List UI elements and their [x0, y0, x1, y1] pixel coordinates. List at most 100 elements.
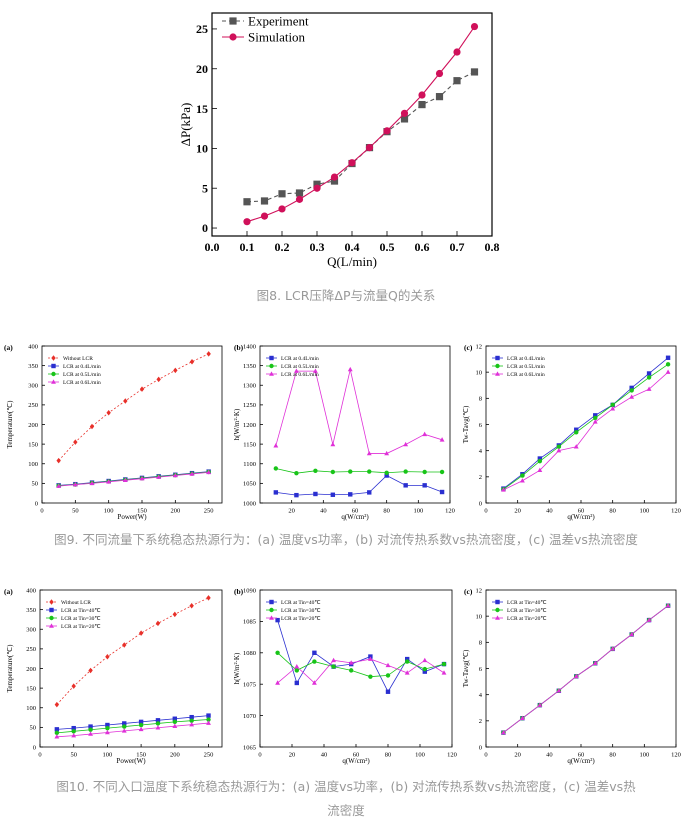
- fig9b-data-point: [367, 469, 372, 474]
- fig9b-y-tick-label: 1400: [243, 343, 256, 350]
- fig8-data-point: [348, 159, 356, 167]
- fig10b-data-point: [312, 659, 317, 664]
- fig10a-data-point: [54, 730, 60, 736]
- fig10a-x-tick-label: 100: [103, 752, 113, 759]
- fig10a-data-point: [71, 725, 76, 731]
- fig10b-x-tick-label: 40: [321, 752, 328, 759]
- fig8-data-point: [295, 195, 304, 203]
- fig9a-panel-label: (a): [4, 343, 13, 352]
- fig10a-legend-label: LCR at Tin=20℃: [61, 624, 101, 630]
- fig10c-data-point: [556, 688, 562, 693]
- fig8-data-point: [243, 198, 251, 206]
- fig8-x-tick-label: 0.8: [485, 240, 500, 254]
- fig9b-data-point: [439, 437, 445, 442]
- fig10a-series-line: [56, 597, 209, 705]
- fig10-panel-b-chart: 0 20 40 60 80 100 120 1065 1070 1075 1080 1085 1090 q…: [233, 587, 457, 765]
- fig10a-legend-marker: [49, 607, 54, 613]
- fig8-legend-marker: [229, 17, 237, 25]
- fig10b-data-point: [441, 661, 447, 667]
- fig9a-series-2: [56, 469, 211, 488]
- fig9b-y-tick-label: 1350: [243, 363, 256, 370]
- fig10a-legend-marker: [49, 615, 54, 621]
- fig10a-data-point: [121, 728, 127, 733]
- fig10a-data-point: [88, 727, 93, 732]
- fig9b-series-1: [273, 466, 445, 476]
- fig8-x-tick-label: 0.7: [450, 240, 465, 254]
- fig9b-data-point: [384, 473, 389, 478]
- fig9c-series-line: [503, 357, 669, 489]
- fig10-panel-c-chart: 0 20 40 60 80 100 120 0 2 4 6 8 10 12 q(W/cm²) Tw-Tavg(…: [462, 587, 681, 765]
- fig9b-data-point: [313, 491, 318, 497]
- fig10b-data-point: [422, 669, 427, 674]
- fig8-x-tick-label: 0.6: [415, 240, 430, 254]
- fig9c-y-tick-label: 2: [479, 474, 482, 481]
- fig10a-y-tick-label: 50: [30, 725, 37, 732]
- fig9a-data-point: [206, 469, 212, 475]
- fig9c-legend-marker: [495, 355, 500, 361]
- fig9b-y-tick-label: 1000: [243, 500, 256, 507]
- fig9a-legend-marker: [51, 355, 56, 361]
- fig9b-data-point: [403, 469, 408, 474]
- fig10b-x-tick-label: 60: [353, 752, 360, 759]
- fig8-legend-marker: [229, 33, 237, 41]
- fig10c-x-tick-label: 40: [546, 752, 553, 759]
- fig8-legend-label: Simulation: [248, 30, 306, 45]
- fig10a-data-point: [88, 724, 93, 729]
- fig9a-series-1: [56, 469, 211, 488]
- fig9b-data-point: [293, 368, 299, 373]
- fig10a-data-point: [155, 620, 161, 627]
- fig8-data-point: [365, 143, 374, 152]
- fig9c-data-point: [574, 427, 579, 432]
- fig10c-y-tick-label: 10: [476, 613, 483, 620]
- fig10a-panel-label: (a): [4, 587, 13, 596]
- fig10a-data-point: [71, 729, 76, 734]
- fig9b-legend-label: LCR at 0.6L/min: [281, 372, 319, 378]
- fig9c-legend-label: LCR at 0.6L/min: [507, 372, 545, 378]
- fig9b-data-point: [367, 490, 372, 495]
- fig9a-x-tick-label: 50: [72, 508, 79, 515]
- fig10a-data-point: [105, 653, 110, 660]
- fig9b-legend-marker: [269, 363, 274, 369]
- fig9c-data-point: [574, 430, 579, 435]
- fig9c-data-point: [610, 402, 615, 408]
- fig10a-data-point: [138, 719, 144, 725]
- fig9a-y-tick-label: 250: [28, 402, 38, 409]
- fig9b-y-tick-label: 1150: [243, 441, 256, 448]
- fig9c-data-point: [520, 473, 525, 478]
- fig9c-y-tick-label: 12: [476, 343, 483, 350]
- fig8-data-point: [418, 100, 426, 109]
- fig10a-data-point: [189, 602, 194, 609]
- fig10b-data-point: [311, 680, 317, 685]
- fig10a-data-point: [189, 714, 194, 720]
- fig10c-x-tick-label: 120: [671, 752, 681, 759]
- fig8-legend-label: Experiment: [248, 14, 309, 29]
- fig10a-legend-marker: [49, 599, 54, 605]
- fig10a-y-tick-label: 400: [26, 587, 36, 594]
- fig9c-data-point: [646, 371, 652, 376]
- fig8-x-tick-label: 0.5: [380, 240, 395, 254]
- fig10c-x-tick-label: 20: [514, 752, 521, 759]
- fig10b-series-2: [275, 656, 447, 685]
- fig9c-data-point: [537, 456, 543, 461]
- fig10b-y-tick-label: 1070: [243, 713, 256, 720]
- fig9a-y-tick-label: 200: [28, 422, 38, 429]
- fig9a-data-point: [156, 474, 162, 479]
- fig10c-legend-marker: [495, 615, 500, 620]
- fig10c-x-axis-label: q(W/cm²): [567, 757, 595, 765]
- fig10b-x-tick-label: 120: [447, 752, 457, 759]
- fig10c-y-axis-label: Tw-Tavg(℃): [462, 649, 470, 687]
- fig8-y-axis-label: ΔP(kPa): [178, 103, 193, 147]
- fig9c-data-point: [593, 415, 598, 421]
- fig10a-data-point: [138, 630, 144, 636]
- fig10a-legend-marker: [49, 623, 54, 628]
- fig10c-legend-marker: [495, 599, 500, 605]
- fig10b-x-tick-label: 0: [258, 752, 261, 759]
- fig8-y-tick-label: 0: [202, 221, 208, 235]
- fig10a-data-point: [155, 721, 161, 726]
- fig10b-legend-marker: [269, 599, 274, 605]
- fig10b-legend-marker: [269, 607, 274, 613]
- fig10c-series-line: [503, 605, 669, 733]
- fig10b-data-point: [349, 668, 354, 673]
- fig9a-legend-label: LCR at 0.6L/min: [63, 380, 101, 386]
- fig9b-legend-marker: [269, 355, 274, 361]
